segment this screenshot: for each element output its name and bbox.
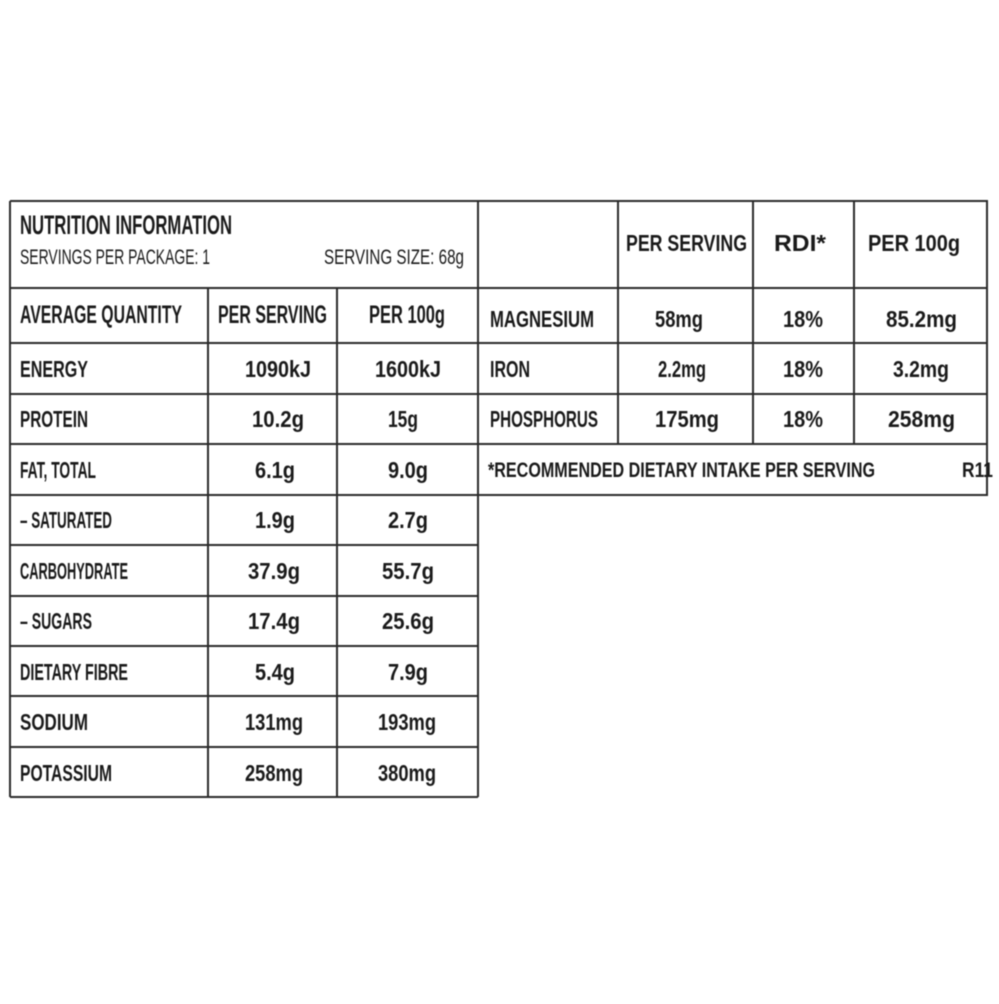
svg-text:RDI*: RDI* [774, 230, 826, 256]
svg-text:25.6g: 25.6g [382, 608, 434, 634]
svg-text:PER 100g: PER 100g [868, 230, 960, 256]
svg-text:POTASSIUM: POTASSIUM [20, 760, 112, 786]
svg-text:FAT, TOTAL: FAT, TOTAL [20, 457, 96, 483]
svg-text:17.4g: 17.4g [248, 608, 300, 634]
svg-text:85.2mg: 85.2mg [886, 306, 957, 332]
svg-text:131mg: 131mg [245, 709, 303, 735]
svg-text:175mg: 175mg [655, 406, 719, 432]
svg-text:258mg: 258mg [888, 406, 955, 432]
svg-text:18%: 18% [783, 306, 823, 332]
svg-text:SERVING SIZE: 68g: SERVING SIZE: 68g [324, 246, 464, 269]
svg-text:PROTEIN: PROTEIN [20, 406, 88, 432]
svg-text:1.9g: 1.9g [255, 507, 295, 533]
svg-text:193mg: 193mg [378, 709, 436, 735]
svg-text:55.7g: 55.7g [382, 558, 434, 584]
svg-text:PHOSPHORUS: PHOSPHORUS [490, 406, 598, 432]
svg-text:18%: 18% [783, 356, 823, 382]
svg-text:– SUGARS: – SUGARS [20, 608, 92, 634]
svg-text:MAGNESIUM: MAGNESIUM [490, 306, 594, 332]
svg-text:CARBOHYDRATE: CARBOHYDRATE [20, 558, 128, 584]
svg-text:IRON: IRON [490, 356, 530, 382]
svg-text:1090kJ: 1090kJ [245, 356, 311, 382]
svg-text:15g: 15g [388, 406, 418, 432]
svg-text:PER SERVING: PER SERVING [626, 230, 747, 256]
svg-text:5.4g: 5.4g [255, 659, 295, 685]
svg-text:SERVINGS PER PACKAGE: 1: SERVINGS PER PACKAGE: 1 [20, 246, 210, 269]
svg-text:R11: R11 [962, 459, 993, 482]
svg-text:18%: 18% [783, 406, 823, 432]
svg-text:7.9g: 7.9g [388, 659, 428, 685]
svg-text:SODIUM: SODIUM [20, 709, 88, 735]
svg-text:6.1g: 6.1g [255, 457, 295, 483]
svg-text:380mg: 380mg [378, 760, 436, 786]
svg-text:58mg: 58mg [655, 306, 703, 332]
svg-text:AVERAGE QUANTITY: AVERAGE QUANTITY [20, 301, 182, 329]
svg-text:1600kJ: 1600kJ [375, 356, 441, 382]
svg-text:PER 100g: PER 100g [369, 301, 445, 329]
svg-text:ENERGY: ENERGY [20, 356, 88, 382]
svg-text:258mg: 258mg [245, 760, 303, 786]
svg-text:10.2g: 10.2g [252, 406, 304, 432]
svg-text:9.0g: 9.0g [388, 457, 428, 483]
svg-text:DIETARY FIBRE: DIETARY FIBRE [20, 659, 128, 685]
svg-text:37.9g: 37.9g [248, 558, 300, 584]
svg-text:*RECOMMENDED DIETARY INTAKE PE: *RECOMMENDED DIETARY INTAKE PER SERVING [488, 459, 875, 482]
svg-text:– SATURATED: – SATURATED [20, 507, 112, 533]
svg-text:3.2mg: 3.2mg [893, 356, 949, 382]
svg-text:NUTRITION INFORMATION: NUTRITION INFORMATION [20, 210, 232, 240]
svg-text:PER SERVING: PER SERVING [218, 301, 327, 329]
svg-text:2.2mg: 2.2mg [658, 356, 706, 382]
svg-text:2.7g: 2.7g [388, 507, 428, 533]
